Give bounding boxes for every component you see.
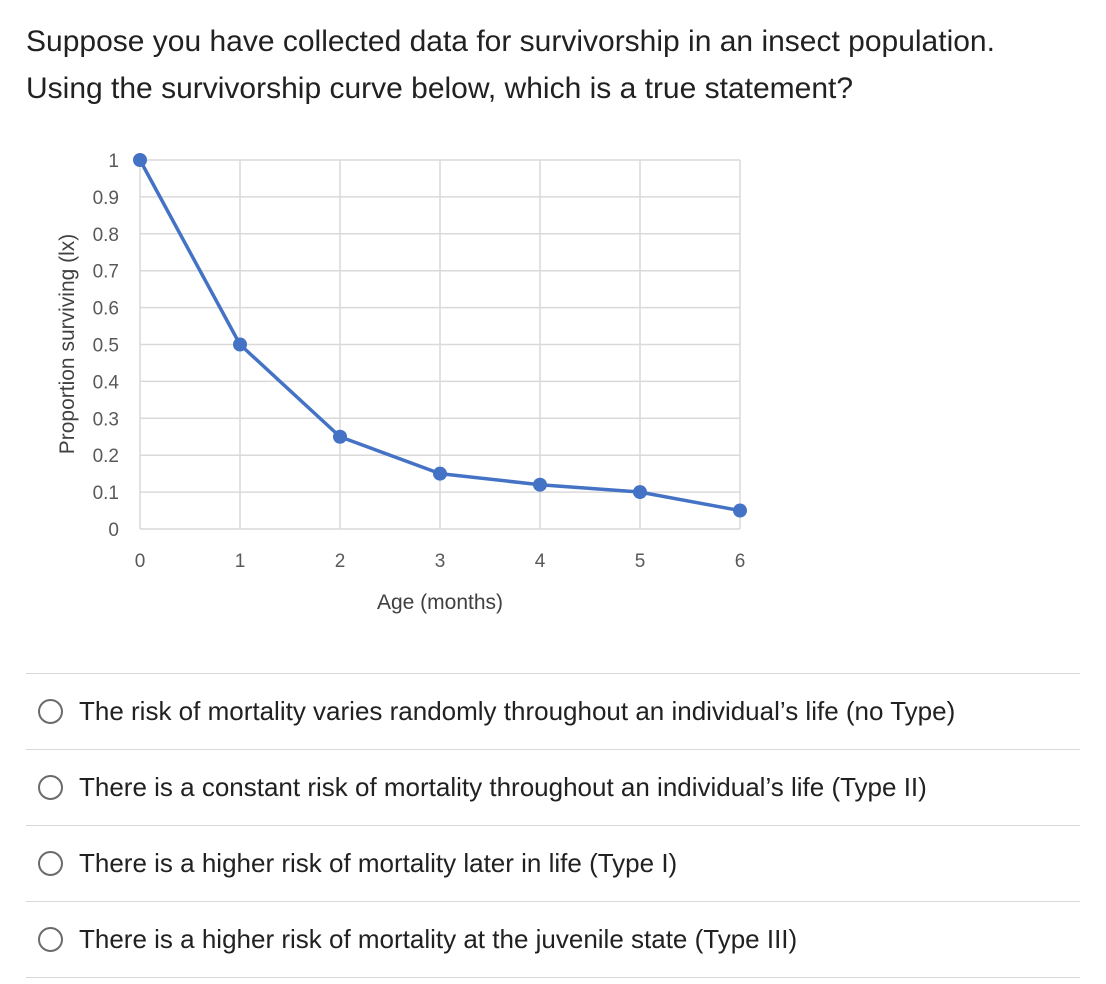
data-point [633,485,647,500]
y-tick-label: 0.5 [93,336,119,357]
y-tick-label: 0.9 [93,188,119,209]
answer-choices: The risk of mortality varies randomly th… [26,673,1080,978]
choice-option-3[interactable]: There is a higher risk of mortality late… [26,826,1080,902]
choice-label: There is a higher risk of mortality at t… [79,924,798,954]
x-tick-label: 5 [635,551,646,572]
x-tick-label: 0 [135,551,146,572]
choice-option-1[interactable]: The risk of mortality varies randomly th… [26,674,1080,750]
y-tick-label: 1 [108,151,119,172]
data-point [133,153,147,167]
y-axis-title: Proportion surviving (lx) [56,234,79,455]
question-text: Suppose you have collected data for surv… [26,18,1086,112]
y-tick-label: 0.6 [93,299,119,320]
y-tick-label: 0 [108,520,119,541]
radio-button[interactable] [38,927,63,952]
y-tick-label: 0.3 [93,409,119,430]
x-axis-title: Age (months) [377,591,503,614]
radio-button[interactable] [38,699,63,724]
data-point [233,337,247,352]
data-point [333,429,347,444]
choice-label: The risk of mortality varies randomly th… [79,696,956,726]
data-point [533,477,547,492]
radio-button[interactable] [38,851,63,876]
chart-series [133,153,747,518]
radio-button[interactable] [38,775,63,800]
x-tick-label: 4 [535,551,546,572]
question-line-2: Using the survivorship curve below, whic… [26,72,854,105]
y-tick-label: 0.7 [93,262,119,283]
y-tick-label: 0.8 [93,225,119,246]
choice-option-2[interactable]: There is a constant risk of mortality th… [26,750,1080,826]
y-tick-label: 0.4 [93,372,120,393]
x-tick-label: 2 [335,551,346,572]
data-point [433,466,447,481]
chart-tick-labels: 0 0.1 0.2 0.3 0.4 0.5 0.6 0.7 0.8 0.9 1 0 1 2 3 4 5 6 [93,151,746,572]
question-line-1: Suppose you have collected data for surv… [26,25,995,58]
x-tick-label: 6 [735,551,746,572]
choice-label: There is a higher risk of mortality late… [79,848,678,878]
choice-option-4[interactable]: There is a higher risk of mortality at t… [26,902,1080,978]
data-point [733,503,747,518]
y-tick-label: 0.2 [93,446,119,467]
x-tick-label: 1 [235,551,246,572]
y-tick-label: 0.1 [93,483,119,504]
choice-label: There is a constant risk of mortality th… [79,772,927,802]
x-tick-label: 3 [435,551,446,572]
